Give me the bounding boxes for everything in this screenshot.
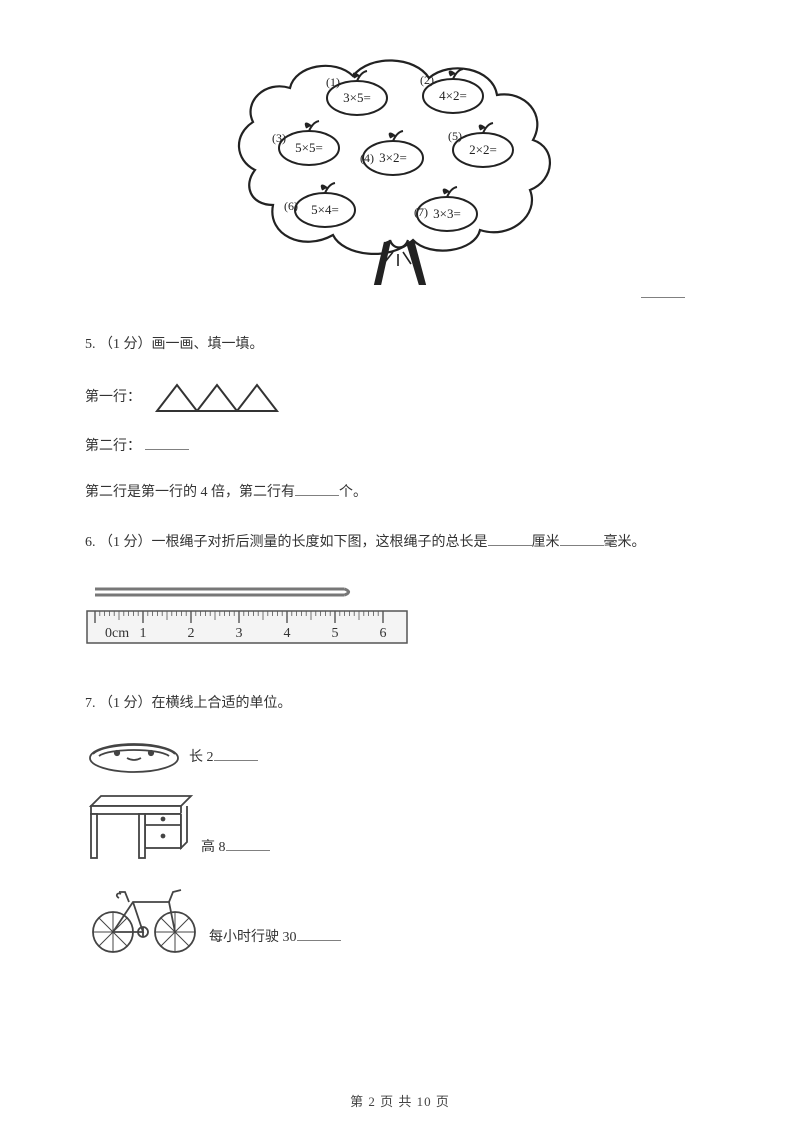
q7-item-bicycle: 每小时行驶 30 — [85, 878, 715, 956]
question-6: 6. （1 分）一根绳子对折后测量的长度如下图，这根绳子的总长是 厘米 毫米。 0c… — [85, 529, 715, 664]
question-5: 5. （1 分）画一画、填一填。 第一行： 第二行： 第二行是第一行的 4 倍，… — [85, 331, 715, 507]
q7-item-pencilcase: 长 2 — [85, 730, 715, 776]
svg-text:4: 4 — [284, 626, 291, 641]
svg-text:(5): (5) — [448, 129, 462, 143]
q6-cm-blank — [488, 532, 532, 546]
q7-item0-blank — [214, 747, 258, 761]
tree-svg: (1)3×5= (2) 4×2= (3) 5×5= (4) 3×2= (5) 2×2= (6) 5×… — [225, 40, 575, 285]
svg-text:(2): (2) — [420, 73, 434, 87]
q7-item1-blank — [226, 837, 270, 851]
svg-text:(7): (7) — [414, 205, 428, 219]
q7-item2-blank — [297, 927, 341, 941]
pencilcase-icon — [85, 730, 183, 776]
svg-text:(6): (6) — [284, 199, 298, 213]
svg-text:2×2=: 2×2= — [469, 142, 497, 157]
svg-text:0cm: 0cm — [105, 626, 129, 641]
svg-text:3×3=: 3×3= — [433, 206, 461, 221]
q5-count-blank — [295, 482, 339, 496]
svg-text:3×5=: 3×5= — [343, 90, 371, 105]
svg-text:6: 6 — [380, 626, 387, 641]
svg-text:5×4=: 5×4= — [311, 202, 339, 217]
q6-unit2: 毫米。 — [604, 535, 646, 550]
q5-row1-label: 第一行： — [85, 384, 141, 412]
q7-prompt: 7. （1 分）在横线上合适的单位。 — [85, 690, 715, 718]
q7-item1-label: 高 8 — [201, 840, 226, 855]
tree-answer-blank — [641, 284, 685, 298]
svg-text:3×2=: 3×2= — [379, 150, 407, 165]
q5-sentence-a: 第二行是第一行的 4 倍，第二行有 — [85, 485, 295, 500]
svg-text:4×2=: 4×2= — [439, 88, 467, 103]
svg-text:3: 3 — [236, 626, 243, 641]
svg-text:5×5=: 5×5= — [295, 140, 323, 155]
q5-prompt: 5. （1 分）画一画、填一填。 — [85, 331, 715, 359]
q6-unit1: 厘米 — [532, 535, 560, 550]
ruler-svg: 0cm 1 2 3 4 5 6 — [85, 581, 425, 653]
svg-text:2: 2 — [188, 626, 195, 641]
q7-item-desk: 高 8 — [85, 788, 715, 866]
tree-figure: (1)3×5= (2) 4×2= (3) 5×5= (4) 3×2= (5) 2×2= (6) 5×… — [85, 40, 715, 303]
q7-item0-label: 长 2 — [189, 750, 214, 765]
q7-item2-label: 每小时行驶 30 — [209, 930, 297, 945]
svg-text:5: 5 — [332, 626, 339, 641]
desk-icon — [85, 788, 195, 866]
question-7: 7. （1 分）在横线上合适的单位。 长 2 — [85, 690, 715, 956]
svg-text:(4): (4) — [360, 151, 374, 165]
q5-row2-blank — [145, 436, 189, 450]
page-footer: 第 2 页 共 10 页 — [0, 1091, 800, 1110]
q6-prompt: 6. （1 分）一根绳子对折后测量的长度如下图，这根绳子的总长是 — [85, 535, 488, 550]
triangles-svg — [153, 381, 283, 415]
q5-sentence-b: 个。 — [339, 485, 367, 500]
q6-mm-blank — [560, 532, 604, 546]
svg-text:(3): (3) — [272, 131, 286, 145]
q5-row2-label: 第二行： — [85, 439, 141, 454]
svg-text:(1): (1) — [326, 75, 340, 89]
bicycle-icon — [85, 878, 203, 956]
svg-text:1: 1 — [140, 626, 147, 641]
